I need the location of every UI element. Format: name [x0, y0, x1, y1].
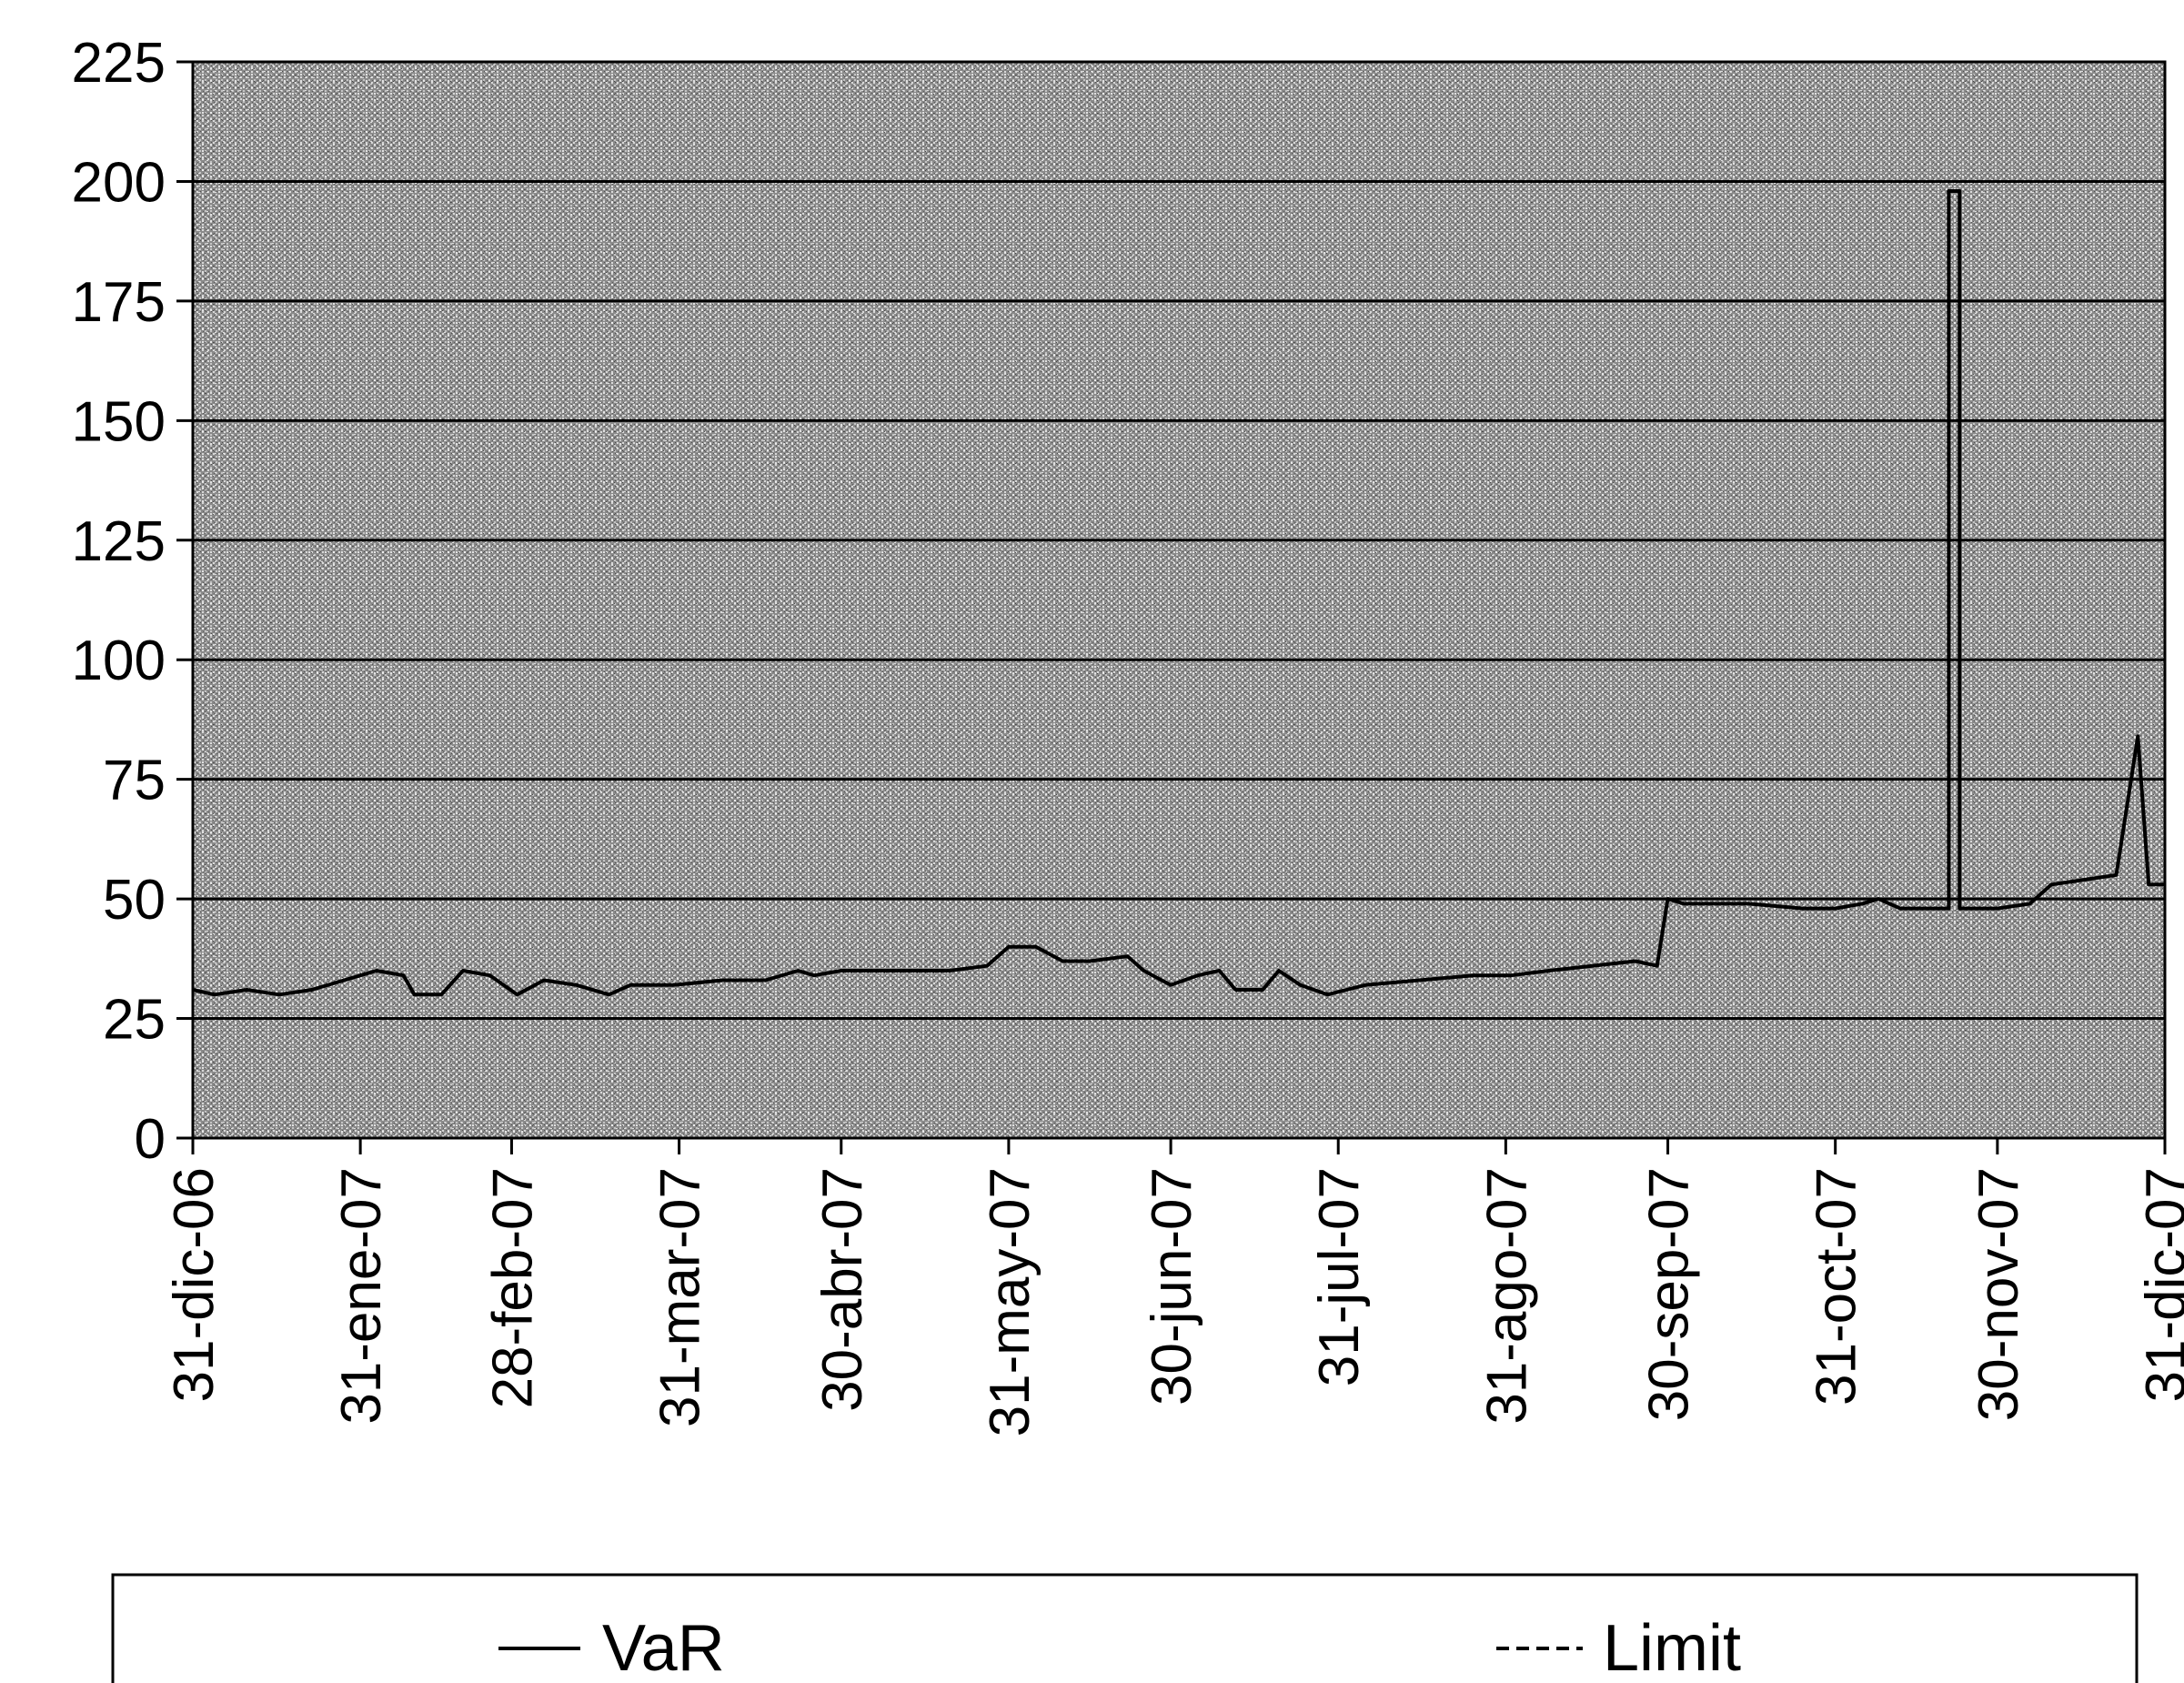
x-tick-label: 31-mar-07	[649, 1167, 712, 1427]
x-tick-label: 31-oct-07	[1806, 1167, 1868, 1406]
x-tick-label: 31-ago-07	[1475, 1167, 1538, 1425]
plot-texture	[193, 62, 2165, 1138]
y-tick-label: 175	[72, 271, 166, 334]
y-tick-label: 225	[72, 32, 166, 95]
y-tick-label: 75	[103, 750, 166, 812]
x-tick-label: 31-jul-07	[1308, 1167, 1371, 1386]
y-tick-label: 150	[72, 390, 166, 453]
y-tick-label: 25	[103, 989, 166, 1052]
y-tick-label: 200	[72, 151, 166, 214]
legend-box	[111, 1573, 2139, 1683]
x-tick-label: 28-feb-07	[481, 1167, 544, 1408]
plot-area	[191, 60, 2167, 1140]
y-axis: 0 25 50 75 100 125 150 175 200 225	[72, 32, 193, 1171]
y-tick-label: 50	[103, 869, 166, 932]
x-tick-label: 31-dic-07	[2135, 1167, 2184, 1402]
x-tick-label: 30-nov-07	[1968, 1167, 2030, 1421]
y-tick-label: 125	[72, 510, 166, 573]
x-tick-label: 31-dic-06	[163, 1167, 226, 1402]
gridlines	[193, 179, 2165, 1021]
y-tick-label: 0	[135, 1108, 166, 1171]
series-line-var	[192, 189, 2165, 997]
x-tick-label: 31-may-07	[979, 1167, 1042, 1436]
x-axis: 31-dic-06 31-ene-07 28-feb-07 31-mar-07 30-a…	[163, 1136, 2184, 1436]
x-tick-label: 30-sep-07	[1638, 1167, 1701, 1421]
legend-label-var: VaR	[602, 1612, 725, 1683]
x-tick-label: 31-ene-07	[330, 1167, 393, 1425]
y-tick-label: 100	[72, 630, 166, 692]
legend: VaR Limit	[111, 1573, 2139, 1683]
x-tick-label: 30-jun-07	[1141, 1167, 1203, 1406]
series-layer	[192, 189, 2165, 997]
legend-label-limit: Limit	[1603, 1612, 1741, 1683]
x-tick-label: 30-abr-07	[811, 1167, 874, 1412]
